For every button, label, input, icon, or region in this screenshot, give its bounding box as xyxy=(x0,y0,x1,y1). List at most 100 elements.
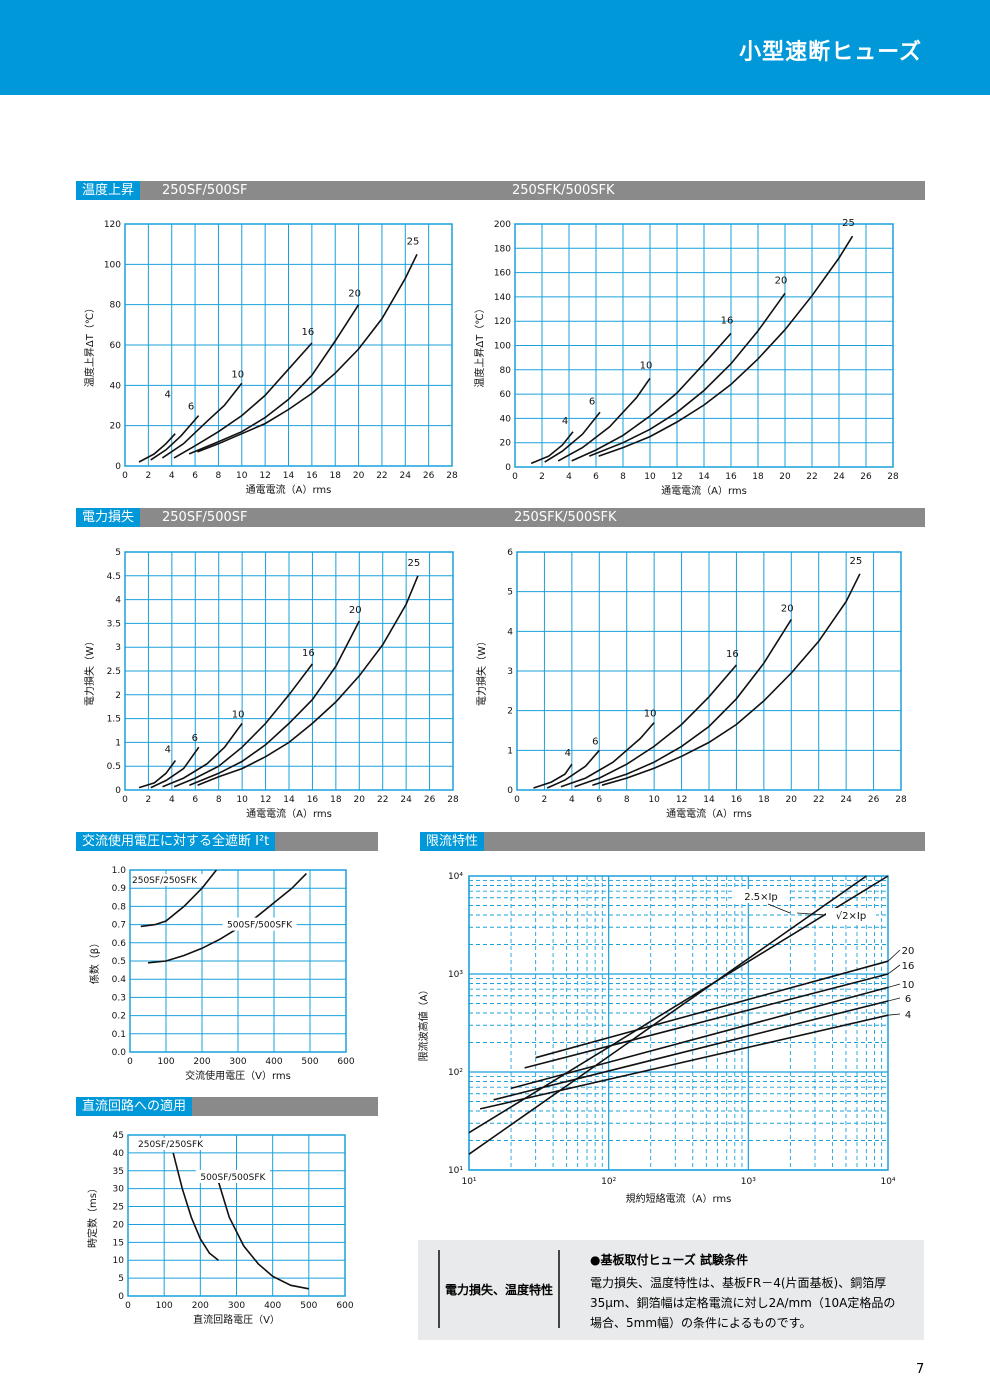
y-tick-label: 10¹ xyxy=(448,1166,463,1176)
series-16-line xyxy=(574,664,738,788)
y-tick-label: 40 xyxy=(110,381,122,391)
x-tick-label: 0 xyxy=(514,795,520,805)
series-10-leader xyxy=(887,983,901,988)
x-axis-label: 通電電流（A）rms xyxy=(666,807,752,820)
y-tick-label: 0 xyxy=(115,462,121,472)
limit-section-bar xyxy=(420,832,925,851)
y-tick-label: 0.3 xyxy=(112,993,126,1003)
test-conditions-label: 電力損失、温度特性 xyxy=(438,1250,560,1328)
series-16-label: 16 xyxy=(301,327,314,338)
i2t-section-tag: 交流使用電圧に対する全遮断 I²t xyxy=(76,832,276,851)
x-tick-label: 26 xyxy=(868,795,880,805)
y-tick-label: 1.0 xyxy=(112,866,127,876)
series-20-label: 20 xyxy=(902,946,915,957)
header-bar: 小型速断ヒューズ xyxy=(0,0,990,95)
x-tick-label: 18 xyxy=(329,471,341,481)
y-tick-label: 4.5 xyxy=(107,572,121,582)
x-tick-label: 28 xyxy=(447,795,459,805)
x-axis-label: 規約短絡電流（A）rms xyxy=(626,1192,732,1205)
y-tick-label: 100 xyxy=(494,342,511,352)
series-10-line xyxy=(510,986,889,1090)
x-tick-label: 600 xyxy=(337,1057,354,1067)
series-20-line xyxy=(589,292,786,457)
y-tick-label: 20 xyxy=(500,439,512,449)
y-tick-label: 45 xyxy=(113,1131,124,1141)
x-tick-label: 400 xyxy=(264,1301,281,1311)
x-tick-label: 300 xyxy=(228,1301,245,1311)
chart-1 xyxy=(514,223,894,468)
series-16-label: 16 xyxy=(721,315,734,326)
x-tick-label: 2 xyxy=(542,795,548,805)
plot-frame xyxy=(127,1134,346,1297)
y-tick-label: 2 xyxy=(507,707,513,717)
y-tick-label: 0.6 xyxy=(112,939,127,949)
series-4-line xyxy=(530,431,574,465)
chart-5 xyxy=(468,875,901,1171)
y-tick-label: 4 xyxy=(507,627,513,637)
x-tick-label: 2 xyxy=(145,471,151,481)
dc-section-tag: 直流回路への適用 xyxy=(76,1097,193,1116)
label-bg xyxy=(733,889,789,903)
series-4-line xyxy=(479,1014,889,1110)
y-tick-label: 4 xyxy=(115,596,121,606)
series-10-line xyxy=(557,377,651,462)
y-tick-label: 2 xyxy=(115,691,121,701)
y-tick-label: 10 xyxy=(113,1256,125,1266)
power-section-bar xyxy=(76,508,925,527)
x-tick-label: 20 xyxy=(786,795,798,805)
series-10-line xyxy=(162,722,243,788)
y-tick-label: 5 xyxy=(115,548,121,558)
x-tick-label: 10 xyxy=(644,472,656,482)
x-tick-label: 10 xyxy=(236,471,248,481)
series-250SF/250SFK-line xyxy=(172,1152,219,1261)
x-tick-label: 14 xyxy=(283,471,295,481)
y-tick-label: 1.5 xyxy=(107,715,121,725)
x-tick-label: 8 xyxy=(216,471,222,481)
y-tick-label: 0 xyxy=(505,463,511,473)
series-250SF-label: 250SF/250SFK xyxy=(138,1140,204,1150)
y-tick-label: 1 xyxy=(115,738,121,748)
x-tick-label: 24 xyxy=(400,471,412,481)
x-axis-label: 交流使用電圧（V）rms xyxy=(185,1069,291,1082)
temp-section-tag: 温度上昇 xyxy=(76,181,141,200)
series-10-line xyxy=(560,722,655,788)
y-axis-label: 電力損失（W） xyxy=(83,636,96,706)
series-4-label: 4 xyxy=(165,390,171,401)
series-20-line xyxy=(535,960,889,1059)
y-tick-label: 15 xyxy=(113,1238,124,1248)
x-tick-label: 16 xyxy=(307,795,319,805)
series-20-label: 20 xyxy=(775,275,788,286)
series-2.5×Ip-line xyxy=(468,875,867,1155)
series-16-leader xyxy=(887,964,901,975)
plot-frame xyxy=(124,551,454,791)
x-tick-label: 22 xyxy=(813,795,824,805)
series-4-label: 4 xyxy=(565,748,571,759)
x-axis-label: 通電電流（A）rms xyxy=(246,807,332,820)
x-tick-label: 0 xyxy=(122,471,128,481)
power-left-model: 250SF/500SF xyxy=(162,510,248,525)
chart-3 xyxy=(516,551,902,791)
series-4-label: 4 xyxy=(905,1010,911,1021)
series-16-line xyxy=(524,973,889,1069)
chart-0 xyxy=(124,223,453,467)
x-tick-label: 28 xyxy=(895,795,907,805)
y-tick-label: 6 xyxy=(507,548,513,558)
x-tick-label: 100 xyxy=(157,1057,174,1067)
y-tick-label: 140 xyxy=(494,293,511,303)
chart-2 xyxy=(124,551,454,791)
y-tick-label: 120 xyxy=(494,317,511,327)
y-tick-label: 5 xyxy=(118,1274,124,1284)
x-tick-label: 8 xyxy=(624,795,630,805)
y-tick-label: 1 xyxy=(507,746,513,756)
series-6-label: 6 xyxy=(592,736,598,747)
series-10-label: 10 xyxy=(902,980,915,991)
label-bg xyxy=(826,908,876,922)
y-tick-label: 5 xyxy=(507,588,513,598)
series-sqrt2xIp-leader xyxy=(796,912,827,916)
x-tick-label: 28 xyxy=(446,471,458,481)
series-4-leader xyxy=(887,1013,901,1016)
x-tick-label: 6 xyxy=(596,795,602,805)
y-tick-label: 20 xyxy=(113,1220,125,1230)
y-tick-label: 3.5 xyxy=(107,619,121,629)
series-20-line xyxy=(592,618,792,786)
